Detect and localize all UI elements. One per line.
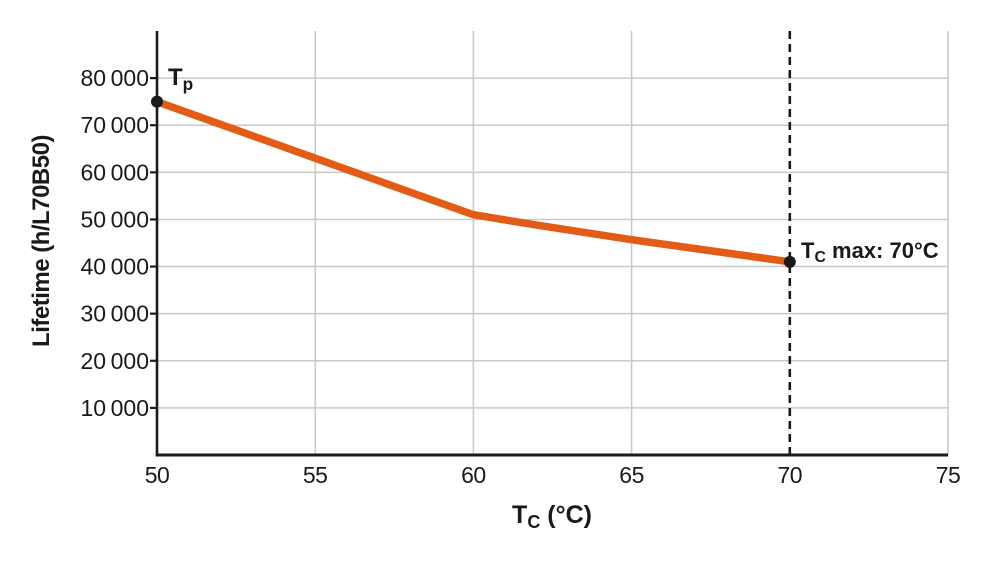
y-axis-title: Lifetime (h/L70B50): [28, 135, 55, 347]
x-axis-tick-labels: 50 55 60 65 70 75: [145, 462, 961, 488]
svg-text:30 000: 30 000: [80, 301, 149, 327]
svg-text:10 000: 10 000: [80, 395, 149, 421]
x-axis-title-symbol: T: [512, 501, 528, 529]
svg-text:20 000: 20 000: [80, 348, 149, 374]
lifetime-curve: [153, 97, 794, 266]
svg-text:70: 70: [778, 462, 803, 488]
svg-text:40 000: 40 000: [80, 254, 149, 280]
svg-text:70 000: 70 000: [80, 112, 149, 138]
svg-text:55: 55: [303, 462, 328, 488]
annotation-tc-max-subscript: C: [814, 249, 826, 267]
annotation-tc-max: TC max: 70°C: [801, 238, 939, 267]
svg-text:60: 60: [461, 462, 486, 488]
annotation-tc-max-text: max: 70°C: [825, 238, 939, 263]
annotation-tp-subscript: p: [182, 73, 194, 94]
svg-text:50 000: 50 000: [80, 206, 149, 232]
axis-lines: [155, 31, 948, 457]
svg-text:60 000: 60 000: [80, 159, 149, 185]
svg-text:50: 50: [145, 462, 170, 488]
x-axis-title-unit: (°C): [540, 501, 592, 529]
x-axis-title-subscript: C: [527, 512, 541, 533]
svg-text:80 000: 80 000: [80, 65, 149, 91]
svg-text:65: 65: [619, 462, 644, 488]
y-axis-tick-labels: 10 000 20 000 30 000 40 000 50 000 60 000 70 0…: [80, 65, 149, 421]
annotation-tc-max-symbol: T: [801, 238, 815, 263]
annotation-tp: Tp: [168, 64, 194, 94]
svg-text:75: 75: [936, 462, 961, 488]
y-axis-tick-marks: [150, 77, 157, 409]
annotation-tp-symbol: T: [168, 64, 183, 91]
x-axis-title: TC (°C): [512, 501, 592, 533]
horizontal-gridlines: [157, 77, 948, 409]
